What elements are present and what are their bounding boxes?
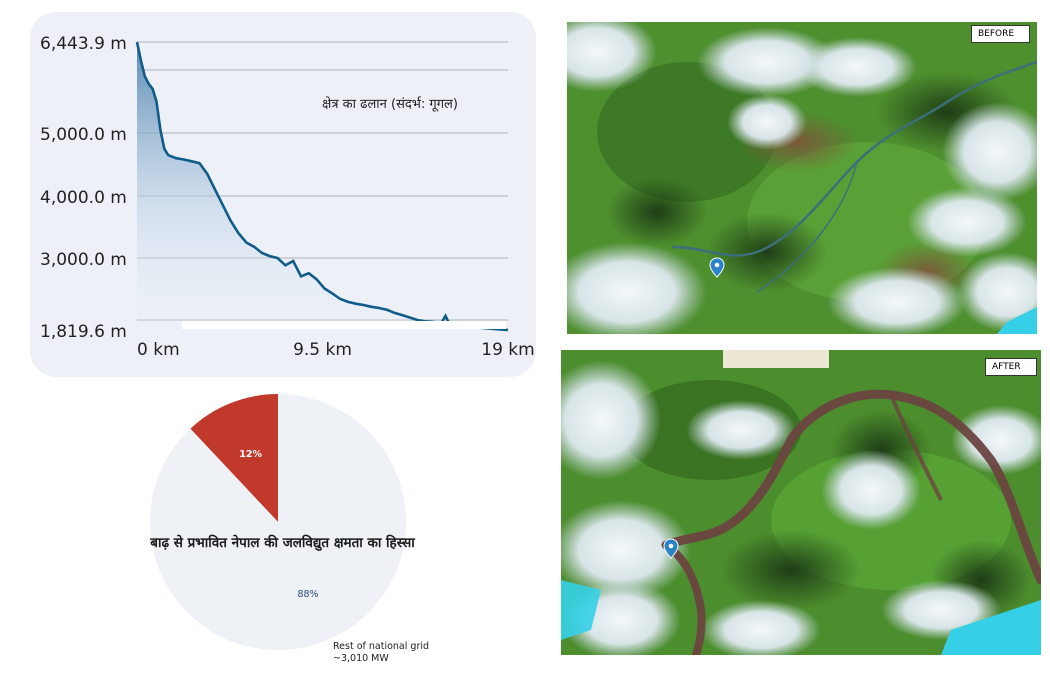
satellite-before-image: BEFORE <box>567 22 1037 334</box>
pie-percent-label: 88% <box>297 589 318 600</box>
elevation-chart: 6,443.9 m 5,000.0 m 4,000.0 m 3,000.0 m 1,81… <box>40 34 535 360</box>
x-tick-label: 19 km <box>481 340 534 360</box>
y-tick-label: 3,000.0 m <box>40 250 127 270</box>
y-tick-label: 5,000.0 m <box>40 125 127 145</box>
satellite-after-image: AFTER <box>561 350 1041 655</box>
y-tick-label: 1,819.6 m <box>40 322 127 342</box>
location-pin-icon <box>663 538 679 559</box>
pie-chart: 12% 88% <box>149 394 406 650</box>
x-tick-label: 9.5 km <box>293 340 352 360</box>
x-tick-label: 0 km <box>137 340 180 360</box>
pie-slice-affected <box>190 394 278 522</box>
location-pin-icon <box>709 257 725 278</box>
y-tick-label: 4,000.0 m <box>40 188 127 208</box>
baseline-strip <box>182 321 506 329</box>
slope-annotation: क्षेत्र का ढलान (संदर्भ: गूगल) <box>322 96 458 112</box>
pie-percent-label: 12% <box>239 449 262 460</box>
pie-rest-label: Rest of national grid ~3,010 MW <box>333 641 430 664</box>
before-label: BEFORE <box>971 25 1030 43</box>
pie-title: बाढ़ से प्रभावित नेपाल की जलविद्युत क्षम… <box>150 535 415 551</box>
pie-slice-rest <box>149 394 406 650</box>
after-label: AFTER <box>985 358 1037 376</box>
y-tick-label: 6,443.9 m <box>40 34 127 54</box>
elevation-area <box>137 42 508 330</box>
